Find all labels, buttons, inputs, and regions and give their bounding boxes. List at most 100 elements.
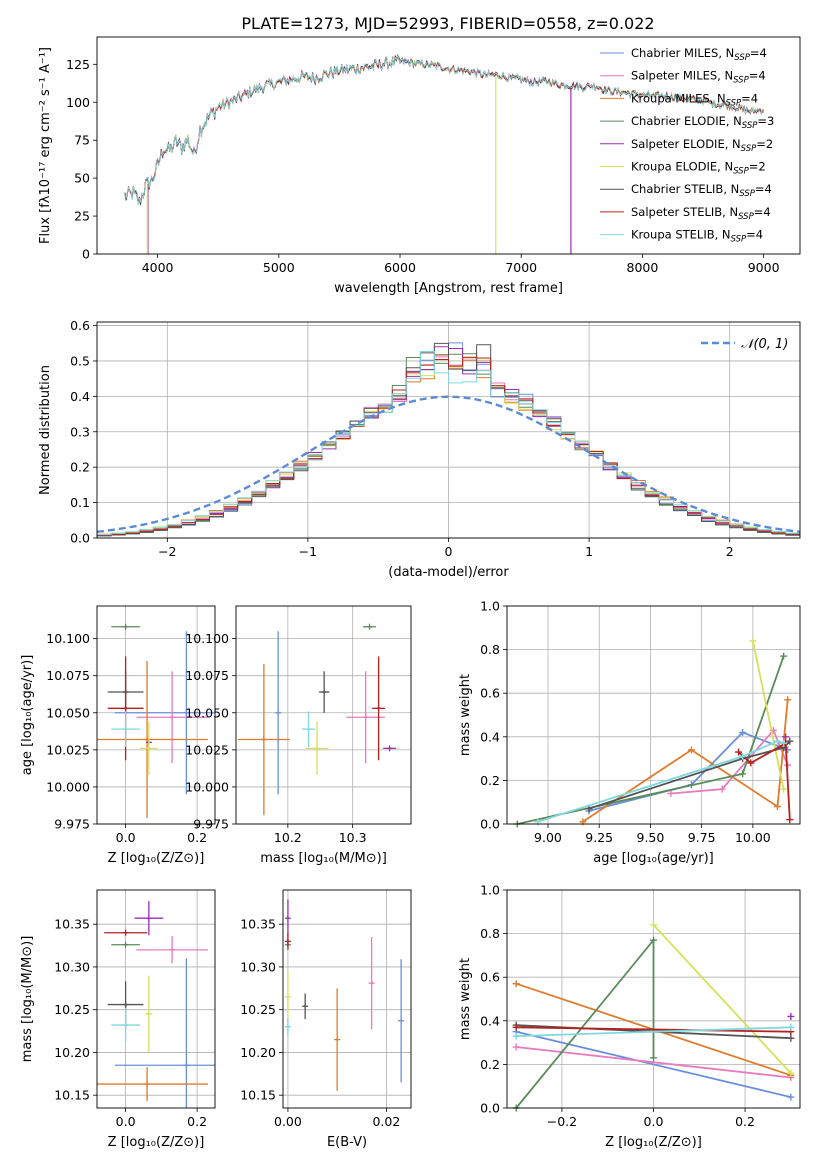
point-kroupa_stelib [284, 1018, 291, 1036]
y-tick-label: 0.0 [480, 817, 500, 832]
massweight-vs-age-series [513, 637, 794, 828]
point-kroupa_miles [97, 1066, 208, 1102]
y-tick-label: 10.000 [185, 779, 229, 794]
spectrum-lines [124, 53, 764, 254]
x-tick-label: 9.75 [688, 830, 716, 845]
y-tick-label: 10.35 [54, 917, 90, 932]
legend-label-chabrier_miles: Chabrier MILES, NSSP=4 [631, 46, 767, 63]
mass-vs-Z-axes: 0.0 0.2 10.15 10.20 10.25 10.30 10.35 Z [log₁₀(… [20, 890, 215, 1150]
y-tick-label: 0.4 [480, 729, 500, 744]
y-tick-label: 0.6 [480, 970, 500, 985]
point-kroupa_elodie [139, 721, 158, 776]
x-tick-label: 4000 [142, 260, 174, 275]
y-tick-label: 9.975 [193, 817, 229, 832]
series-kroupa_stelib [534, 737, 788, 826]
x-tick-label: 0.2 [187, 830, 207, 845]
y-axis-label: mass weight [458, 674, 473, 756]
series-line [752, 640, 785, 790]
legend-tail: =4 [741, 91, 758, 105]
x-axis-label: age [log₁₀(age/yr)] [593, 851, 714, 866]
plot-frame [96, 889, 216, 1109]
legend-tail: =2 [756, 137, 773, 151]
x-tick-label: 0.2 [735, 1114, 755, 1129]
age-vs-mass-points [237, 623, 397, 816]
series-kroupa_miles [579, 696, 792, 826]
series-line [516, 1026, 791, 1037]
legend-sub: SSP [739, 189, 755, 199]
y-axis-label: mass weight [458, 958, 473, 1040]
point-chabrier_stelib [302, 993, 309, 1020]
x-axis-label: wavelength [Angstrom, rest frame] [334, 281, 563, 296]
x-tick-label: 0.0 [116, 830, 136, 845]
age-vs-mass-axes: 10.2 10.3 9.975 10.000 10.025 10.050 10.075 10.… [185, 606, 411, 866]
legend-sub: SSP [738, 212, 754, 222]
point-kroupa_elodie [145, 975, 153, 1053]
y-tick-label: 10.15 [240, 1088, 276, 1103]
mass-vs-EBV-points [284, 899, 405, 1091]
y-tick-label: 0.3 [70, 424, 90, 439]
legend-sub: SSP [726, 98, 742, 108]
x-tick-label: 7000 [505, 260, 537, 275]
point-chabrier_elodie [111, 623, 140, 630]
y-tick-label: 10.30 [240, 959, 276, 974]
legend-sub: SSP [733, 167, 749, 177]
x-axis-label: Z [log₁₀(Z/Z⊙)] [108, 851, 205, 866]
series-line [515, 1030, 792, 1098]
legend-text: Chabrier ELODIE, N [631, 114, 742, 128]
series-line [537, 740, 784, 823]
legend-label-kroupa_stelib: Kroupa STELIB, NSSP=4 [631, 228, 763, 245]
legend-sub: SSP [742, 121, 758, 131]
x-tick-label: 6000 [384, 260, 416, 275]
legend-sub: SSP [731, 235, 747, 245]
y-tick-label: 10.25 [54, 1002, 90, 1017]
y-tick-label: 25 [74, 209, 90, 224]
y-tick-label: 0.5 [70, 353, 90, 368]
y-axis-label: mass [log₁₀(M/M⊙)] [20, 936, 35, 1063]
y-tick-label: 10.050 [46, 705, 90, 720]
y-tick-label: 100 [66, 95, 90, 110]
y-tick-label: 9.975 [54, 817, 90, 832]
y-tick-label: 0.8 [480, 926, 500, 941]
legend-tail: =4 [749, 69, 766, 83]
legend-text: Salpeter MILES, N [631, 69, 733, 83]
x-tick-label: 8000 [627, 260, 659, 275]
plot-frame [506, 605, 801, 825]
plot-frame [235, 605, 412, 825]
x-axis-label: E(B-V) [327, 1135, 367, 1150]
x-tick-label: 0.0 [644, 1114, 664, 1129]
point-kroupa_miles [237, 663, 290, 816]
legend-label-chabrier_elodie: Chabrier ELODIE, NSSP=3 [631, 114, 774, 131]
y-tick-label: 125 [66, 57, 90, 72]
legend-label-kroupa_miles: Kroupa MILES, NSSP=4 [631, 91, 758, 108]
y-tick-label: 10.025 [46, 742, 90, 757]
legend-tail: =4 [754, 205, 771, 219]
legend-tail: =4 [746, 228, 763, 242]
spectrum-axes: 4000 5000 6000 7000 8000 9000 0 25 50 75 100 125 wav… [38, 47, 780, 296]
series-kroupa_elodie [749, 637, 788, 793]
y-tick-label: 0.6 [70, 318, 90, 333]
x-tick-label: 9.00 [534, 830, 562, 845]
mass-vs-Z-points [97, 901, 215, 1108]
y-tick-label: 10.000 [46, 779, 90, 794]
y-axis-label: Normed distribution [38, 365, 53, 495]
y-tick-label: 10.100 [185, 631, 229, 646]
series-chabrier_miles [585, 728, 792, 815]
x-tick-label: 10.3 [339, 830, 367, 845]
series-line [588, 740, 791, 810]
y-tick-label: 10.075 [185, 668, 229, 683]
series-salpeter_elodie [782, 733, 790, 741]
series-line [588, 731, 789, 812]
y-tick-label: 0.8 [480, 642, 500, 657]
legend-text: Chabrier STELIB, N [631, 182, 739, 196]
x-tick-label: 0.02 [372, 1114, 400, 1129]
point-chabrier_miles [114, 958, 215, 1108]
legend-tail: =3 [757, 114, 774, 128]
age-vs-Z-points [97, 623, 215, 819]
x-tick-label: 2 [726, 544, 734, 559]
y-tick-label: 0.2 [480, 1057, 500, 1072]
legend-text: Kroupa ELODIE, N [631, 160, 733, 174]
x-tick-label: 0.2 [187, 1114, 207, 1129]
y-tick-label: 0 [82, 247, 90, 262]
legend-tail: =4 [750, 46, 767, 60]
plot-frame [96, 605, 216, 825]
